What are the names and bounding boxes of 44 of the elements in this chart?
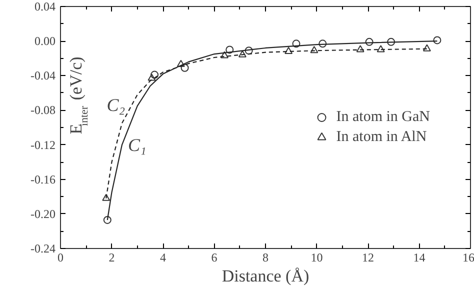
y-axis-title: Einter (eV/c): [66, 56, 90, 134]
point: [433, 36, 442, 44]
annotation: C₂: [106, 95, 125, 116]
point: [310, 46, 318, 54]
y-tick-label: -0.08: [30, 103, 56, 118]
y-tick-label: -0.16: [30, 172, 56, 186]
point: [387, 38, 396, 46]
point: [376, 45, 385, 52]
point: [365, 38, 374, 46]
x-tick-label: 10: [310, 250, 323, 264]
x-tick-label: 6: [211, 250, 218, 264]
x-tick-label: 14: [413, 250, 426, 264]
point: [180, 64, 189, 72]
point: [244, 46, 253, 55]
y-tick-label: 0.00: [34, 34, 56, 48]
point: [422, 44, 431, 52]
point: [284, 46, 293, 54]
point: [226, 46, 234, 54]
point: [238, 50, 246, 58]
point: [318, 40, 327, 48]
legend-label: In atom in GaN: [336, 108, 430, 126]
line-series: [106, 40, 438, 221]
y-tick-label: 0.04: [34, 0, 56, 14]
point: [102, 194, 110, 201]
point: [220, 51, 228, 58]
point: [103, 216, 112, 224]
y-tick-label: -0.24: [30, 242, 56, 256]
y-tick-label: -0.20: [30, 206, 56, 221]
legend-label: In atom in AlN: [336, 128, 427, 146]
point: [292, 40, 300, 48]
x-tick-label: 2: [108, 250, 115, 264]
point: [356, 45, 364, 52]
x-tick-label: 12: [362, 250, 374, 264]
x-axis-title: Distance (Å): [222, 266, 310, 286]
x-tick-label: 0: [58, 250, 64, 264]
point: [176, 60, 185, 67]
x-tick-label: 16: [462, 250, 474, 264]
point: [150, 70, 159, 79]
x-tick-label: 4: [160, 250, 166, 264]
y-tick-label: -0.12: [30, 138, 56, 152]
point: [148, 74, 156, 81]
x-tick-label: 8: [262, 250, 268, 264]
y-tick-label: -0.04: [30, 68, 56, 83]
annotation: C₁: [128, 134, 146, 155]
